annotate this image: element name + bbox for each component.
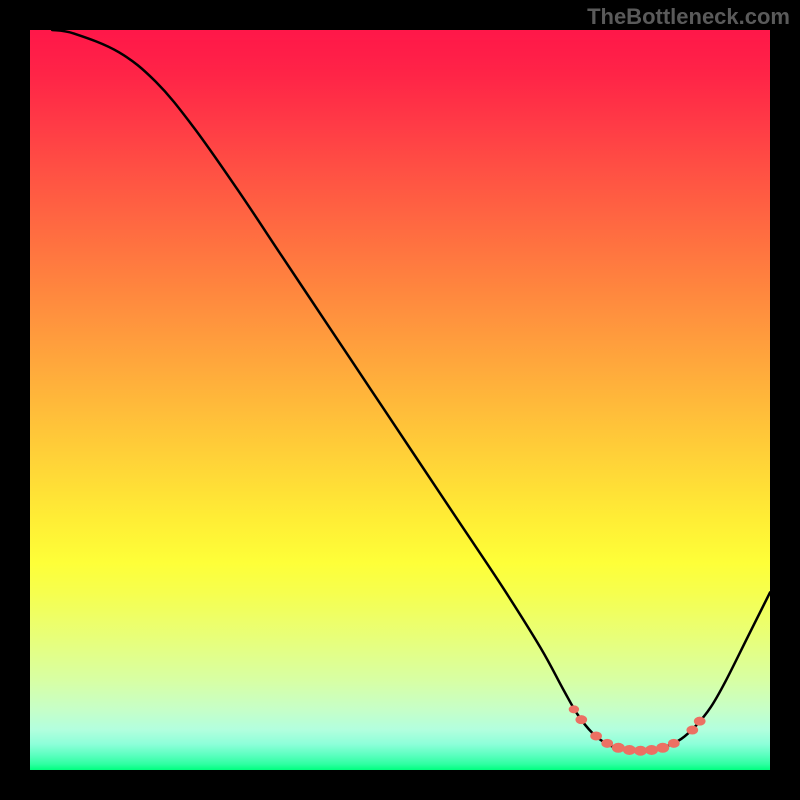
curve-marker [569,705,579,713]
plot-area [30,30,770,770]
curve-marker [623,745,636,755]
curve-marker [694,717,706,726]
curve-marker [601,739,613,748]
curve-marker [668,739,680,748]
curve-marker [686,726,698,735]
curve-marker [590,731,602,740]
curve-marker [645,745,658,755]
curve-marker [656,743,669,753]
curve-marker [634,746,647,756]
watermark-text: TheBottleneck.com [587,4,790,30]
curve-marker [612,743,625,753]
chart-frame: TheBottleneck.com [0,0,800,800]
bottleneck-curve [52,30,770,751]
curve-layer [30,30,770,770]
curve-marker [575,715,587,724]
